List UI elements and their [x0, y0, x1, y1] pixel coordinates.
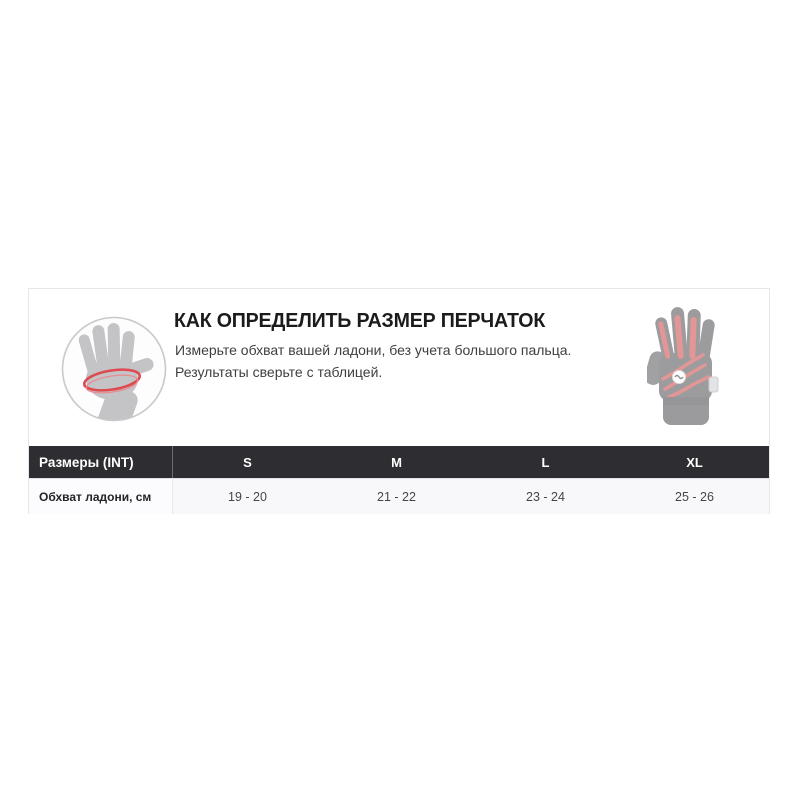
guide-title: КАК ОПРЕДЕЛИТЬ РАЗМЕР ПЕРЧАТОК	[174, 310, 546, 332]
size-table-header: Размеры (INT) S M L XL	[29, 446, 769, 478]
hand-measure-icon	[61, 316, 167, 422]
table-cell-size-s: 19 - 20	[228, 489, 267, 504]
table-row-palm-girth: Обхват ладони, см 19 - 20 21 - 22 23 - 2…	[29, 478, 769, 514]
guide-description: Измерьте обхват вашей ладони, без учета …	[175, 339, 571, 383]
table-cell-size-m: 21 - 22	[377, 489, 416, 504]
table-header-size-s: S	[243, 454, 252, 470]
table-header-size-l: L	[541, 454, 550, 470]
guide-description-line1: Измерьте обхват вашей ладони, без учета …	[175, 342, 572, 358]
table-header-size-m: M	[391, 454, 402, 470]
size-table: Размеры (INT) S M L XL Обхват ладони, см…	[29, 446, 769, 514]
glove-image	[647, 307, 719, 425]
table-header-sizes-label: Размеры (INT)	[29, 446, 173, 478]
guide-description-line2: Результаты сверьте с таблицей.	[175, 364, 383, 380]
table-cell-size-xl: 25 - 26	[675, 489, 714, 504]
table-cell-size-l: 23 - 24	[526, 489, 565, 504]
size-guide-card: КАК ОПРЕДЕЛИТЬ РАЗМЕР ПЕРЧАТОК Измерьте …	[28, 288, 770, 514]
table-header-size-xl: XL	[686, 454, 703, 470]
table-row-label: Обхват ладони, см	[29, 479, 173, 514]
